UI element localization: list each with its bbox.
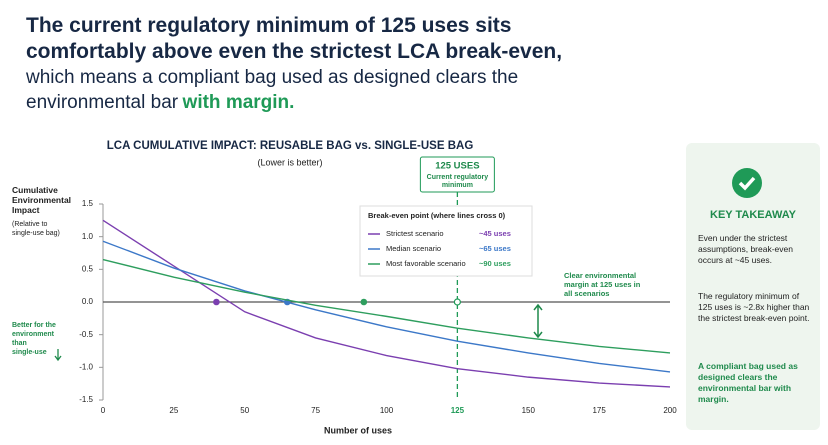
margin-note: Clear environmental margin at 125 uses in… [564, 271, 641, 298]
headline: The current regulatory minimum of 125 us… [26, 14, 586, 116]
series-line [102, 219, 671, 388]
y-axis-sublabel: (Relative to single-use bag) [12, 221, 60, 237]
text-line: Impact [12, 205, 40, 215]
series-line [102, 258, 671, 354]
better-note: Better for the environment than single-use [12, 322, 56, 356]
legend-box [359, 205, 533, 277]
text-line: Current regulatory [427, 174, 489, 181]
regulatory-title: 125 USES [435, 161, 479, 172]
y-tick-label: 1.0 [82, 232, 94, 241]
takeaway-point: The regulatory minimum of 125 uses is ~2… [698, 291, 810, 323]
series-line [102, 240, 671, 373]
takeaway-point: A compliant bag used as designed clears … [698, 361, 798, 404]
headline-regular: which means a compliant bag used as desi… [26, 67, 519, 113]
x-tick-label: 0 [101, 406, 106, 415]
y-axis-label: Cumulative Environmental Impact [12, 185, 71, 215]
text-line: environment [12, 331, 55, 338]
legend-label: Strictest scenario [386, 229, 444, 238]
x-tick-label: 125 [451, 406, 465, 415]
chart-title: LCA CUMULATIVE IMPACT: REUSABLE BAG vs. … [107, 140, 474, 152]
text-line: Environmental [12, 195, 71, 205]
y-tick-label: 0.5 [82, 264, 94, 273]
headline-bold: The current regulatory minimum of 125 us… [26, 14, 563, 63]
regulatory-box [419, 156, 495, 193]
takeaway-panel: KEY TAKEAWAY Even under the strictest as… [686, 143, 820, 430]
x-tick-label: 75 [311, 406, 320, 415]
legend-value: ~65 uses [479, 244, 511, 253]
x-tick-label: 100 [380, 406, 394, 415]
regulatory-dot [453, 298, 461, 306]
text-line: minimum [442, 182, 473, 189]
x-tick-label: 25 [169, 406, 178, 415]
legend-value: ~45 uses [479, 229, 511, 238]
x-tick-label: 50 [240, 406, 249, 415]
text-line: all scenarios [564, 289, 609, 298]
takeaway-title: KEY TAKEAWAY [710, 209, 796, 221]
text-line: single-use [12, 349, 47, 356]
x-axis-label: Number of uses [324, 425, 392, 435]
margin-arrow [533, 303, 543, 339]
x-tick-label: 175 [592, 406, 606, 415]
check-icon [732, 168, 762, 198]
headline-highlight: with margin. [182, 92, 295, 113]
text-line: Clear environmental [564, 271, 636, 280]
y-tick-label: 0.0 [82, 297, 94, 306]
regulatory-subtitle: Current regulatory minimum [427, 174, 489, 189]
better-arrow [54, 349, 62, 362]
x-tick-label: 200 [663, 406, 677, 415]
x-tick-label: 150 [522, 406, 536, 415]
breakeven-dot [360, 298, 368, 306]
text-line: than [12, 340, 27, 347]
legend-value: ~90 uses [479, 259, 511, 268]
breakeven-dot [213, 298, 220, 306]
y-tick-label: 1.5 [82, 199, 94, 208]
chart: LCA CUMULATIVE IMPACT: REUSABLE BAG vs. … [12, 140, 677, 435]
chart-subtitle: (Lower is better) [257, 157, 322, 167]
y-tick-label: -1.0 [79, 362, 93, 371]
y-tick-label: -0.5 [79, 330, 93, 339]
y-tick-label: -1.5 [79, 395, 93, 404]
text-line: (Relative to [12, 221, 48, 228]
legend-label: Most favorable scenario [386, 259, 466, 268]
legend-title: Break-even point (where lines cross 0) [368, 211, 506, 220]
legend-label: Median scenario [386, 244, 441, 253]
text-line: Cumulative [12, 185, 58, 195]
text-line: margin at 125 uses in [564, 280, 641, 289]
text-line: Better for the [12, 322, 56, 329]
takeaway-point: Even under the strictest assumptions, br… [698, 233, 793, 265]
text-line: single-use bag) [12, 230, 60, 237]
